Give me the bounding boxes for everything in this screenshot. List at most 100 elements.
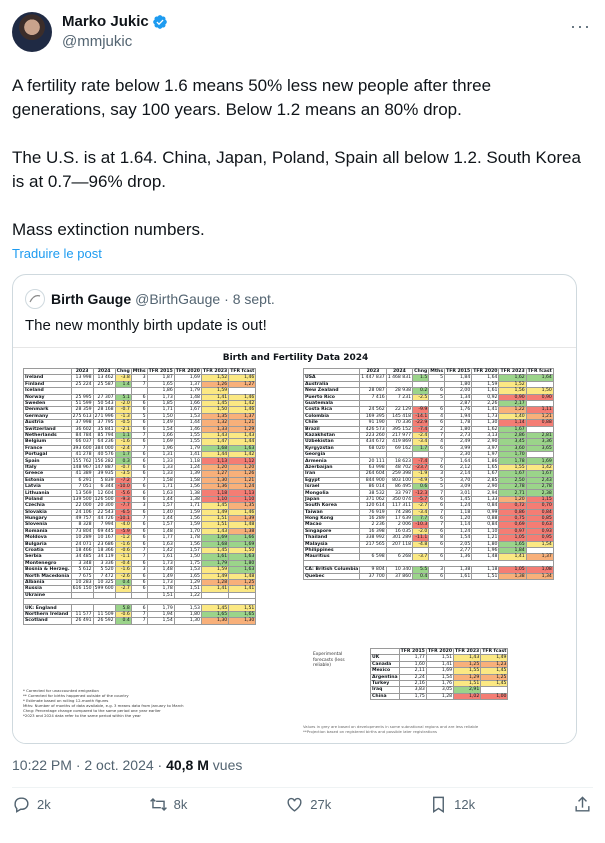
table-cell: -3.5 xyxy=(114,470,132,478)
column-header: TFR 2015 xyxy=(444,367,473,376)
table-row-label: CA: British Columbia xyxy=(302,566,361,574)
quote-author-handle[interactable]: @BirthGauge xyxy=(135,291,221,307)
table-row: Portugal 41 278 40 576 1.7 6 1,31 1,41 1,44 1,42 xyxy=(23,451,257,459)
table-cell: 0,88 xyxy=(525,419,554,427)
author-handle[interactable]: @mmjukic xyxy=(62,33,133,50)
table-cell: -2.7 xyxy=(412,502,430,510)
table-row: Iran 264 604 259 398 -1.9 3 2,14 1,67 1,67 1,67 xyxy=(302,470,554,478)
column-header: TFR 2023 xyxy=(453,647,482,656)
table-row: China 1,75 1,28 1,02 1,00 xyxy=(370,692,509,701)
table-cell: 1,67 xyxy=(525,470,554,478)
quote-avatar[interactable] xyxy=(25,289,45,309)
quote-header: Birth Gauge @BirthGauge · 8 sept. xyxy=(25,289,275,309)
table-row: Armenia 20 111 18 623 -7.4 7 1,64 1,86 1,78 1,69 xyxy=(302,457,554,465)
table-cell: 1,45 xyxy=(200,502,230,510)
table-row: Macao 2 236 2 006 -10.3 7 1,14 0,84 0,69 0,63 xyxy=(302,521,554,529)
table-cell: 1,21 xyxy=(228,419,257,427)
table-cell: 1,27 xyxy=(228,380,257,389)
reply-count: 2k xyxy=(37,797,51,812)
bookmark-button[interactable]: 12k xyxy=(429,795,475,814)
experimental-table: TFR 2015 TFR 2020 TFR 2023 TFR fcast UK 1,77 1… xyxy=(370,647,509,701)
table-row: Czechia 22 000 20 300 -7.7 3 1,57 1,71 1,45 1,35 xyxy=(23,502,257,510)
table-cell: 1,22 xyxy=(498,406,527,414)
table-cell: -0.7 xyxy=(114,463,132,472)
table-cell: 33 797 xyxy=(385,489,414,497)
author-display-name[interactable]: Marko Jukic xyxy=(62,13,149,30)
table-cell: 26 491 xyxy=(70,617,94,625)
table-row: Sweden 51 599 50 543 -2.0 6 1,85 1,66 1,45 1,42 xyxy=(23,399,257,408)
table-row: Guatemala 2,87 2,26 2,17 xyxy=(302,399,554,408)
repost-button[interactable]: 8k xyxy=(149,795,188,814)
table-row: Scotland 26 491 26 592 0.4 7 1,54 1,30 1,30 1,30 xyxy=(23,617,257,625)
table-cell: 1,46 xyxy=(228,393,257,401)
reply-button[interactable]: 2k xyxy=(12,795,51,814)
divider xyxy=(12,787,593,788)
table-cell: 147 887 xyxy=(92,463,116,472)
table-cell xyxy=(385,399,414,408)
table-cell: 0.6 xyxy=(412,482,430,491)
data-table-image[interactable]: Birth and Fertility Data 2024 2023 2024 Ch… xyxy=(13,347,576,743)
table-cell xyxy=(114,387,132,395)
table-cell: 7 231 xyxy=(385,393,414,401)
quoted-post[interactable]: Birth Gauge @BirthGauge · 8 sept. The ne… xyxy=(12,274,577,744)
table-cell: 1,55 xyxy=(498,463,527,472)
table-cell: 1,38 xyxy=(498,572,527,580)
repost-count: 8k xyxy=(173,797,188,812)
table-cell xyxy=(525,451,554,459)
table-cell: 1,47 xyxy=(200,438,230,446)
table-cell: 1,67 xyxy=(498,470,527,478)
table-cell: 0.4 xyxy=(412,572,430,580)
table-row-label: Bosnia & Herzeg. xyxy=(23,566,72,574)
table-row: Mongolia 38 532 33 797 -12.3 7 3,01 2,94 2,71 2,… xyxy=(302,489,554,497)
table-cell: 217 977 xyxy=(385,431,414,440)
table-cell: 1,41 xyxy=(200,393,230,401)
table-cell: 1,20 xyxy=(228,463,257,472)
table-row: Italy 148 967 147 887 -0.7 6 1,33 1,24 1,20 1,20 xyxy=(23,463,257,472)
like-button[interactable]: 27k xyxy=(285,795,331,814)
quote-author-name[interactable]: Birth Gauge xyxy=(51,291,132,307)
table-cell: 156 282 xyxy=(92,457,116,465)
table-cell: 2,71 xyxy=(498,489,527,497)
note-line: *2023 and 2024 data refer to the same pe… xyxy=(23,713,141,718)
table-cell: 1,59 xyxy=(200,387,230,395)
table-cell: 2,78 xyxy=(525,482,554,491)
table-cell: 1,27 xyxy=(200,470,230,478)
table-cell: -10.0 xyxy=(114,482,132,491)
table-cell: 2,81 xyxy=(525,431,554,440)
table-row: Georgia 2,30 1,97 1,70 xyxy=(302,451,554,459)
experimental-label-line: reliable) xyxy=(313,663,331,668)
table-cell: 395 152 xyxy=(385,425,414,433)
table-cell: 1.4 xyxy=(114,380,132,389)
table-cell: 22 129 xyxy=(385,406,414,414)
quote-date[interactable]: · 8 sept. xyxy=(224,291,275,307)
more-options-icon[interactable]: ··· xyxy=(570,16,591,36)
table-row: Ireland 13 998 13 462 -3.8 3 1,87 1,69 1,52 1,46 xyxy=(23,374,257,382)
note-line: Values in grey are based on developments… xyxy=(303,724,479,729)
table-cell: 275 613 xyxy=(70,412,94,421)
quote-text: The new monthly birth update is out! xyxy=(25,317,267,334)
table-row: Colombia 169 395 145 418 -14.1 4 1,94 1,73 1,40… xyxy=(302,412,554,421)
table-cell: -2.1 xyxy=(114,425,132,433)
table-cell: 1,63 xyxy=(228,444,257,453)
table-cell: 1,30 xyxy=(228,617,257,625)
table-cell: 148 967 xyxy=(70,463,94,472)
table-cell: -7.4 xyxy=(412,457,430,465)
post-timestamp[interactable]: 10:22 PM · 2 oct. 2024 · xyxy=(12,757,167,773)
table-cell: 37 700 xyxy=(359,572,387,580)
table-cell: 1,64 xyxy=(525,374,554,382)
table-cell: 2,86 xyxy=(498,431,527,440)
table-row: North Macedonia 7 675 7 472 -2.6 6 1,49 1,65 1,… xyxy=(23,572,257,580)
table-row-label: Quebec xyxy=(302,572,361,580)
table-row: Norway 25 995 27 307 5.1 6 1,73 1,48 1,41 1,46 xyxy=(23,393,257,401)
table-cell: 1,18 xyxy=(200,489,230,497)
translate-link[interactable]: Traduire le post xyxy=(12,246,102,261)
table-cell: 1,24 xyxy=(228,482,257,491)
column-header: TFR fcast xyxy=(525,367,554,376)
table-cell: -7.2 xyxy=(114,476,132,485)
table-cell: 1,02 xyxy=(453,692,482,701)
table-cell: 1,75 xyxy=(398,692,427,701)
table-cell: 1,30 xyxy=(200,617,230,625)
share-button[interactable] xyxy=(573,795,592,814)
author-avatar[interactable] xyxy=(12,12,52,52)
table-cell: 259 398 xyxy=(385,470,414,478)
